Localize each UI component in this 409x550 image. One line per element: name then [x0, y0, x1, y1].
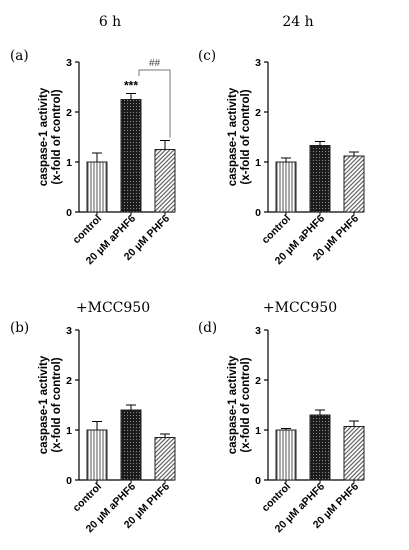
- column-heading-6h: 6 h: [99, 14, 121, 30]
- bar: [120, 99, 142, 213]
- bar: [275, 429, 297, 481]
- panel-label: (a): [10, 48, 29, 64]
- column-heading-24h: 24 h: [282, 14, 313, 30]
- y-axis-label: caspase-1 activity: [38, 355, 50, 454]
- panel-label: (b): [10, 320, 29, 336]
- row-heading-mcc950-right: +MCC950: [263, 300, 337, 316]
- y-tick-label: 1: [66, 157, 72, 169]
- panel-3: (d) caspase-1 activity (x-fold of control)…: [198, 320, 365, 535]
- panel-1: (c) caspase-1 activity (x-fold of control)…: [198, 48, 365, 267]
- y-tick-label: 2: [66, 375, 72, 387]
- y-tick-label: 3: [255, 325, 261, 337]
- bar: [343, 426, 365, 481]
- y-tick-label: 3: [66, 57, 72, 69]
- y-axis-label-units: (x-fold of control): [51, 357, 63, 452]
- bar: [309, 145, 331, 213]
- bar: [343, 155, 365, 213]
- x-tick-label: control: [259, 481, 293, 515]
- y-tick-label: 0: [66, 207, 72, 219]
- comparison-bracket: [138, 69, 171, 138]
- y-tick-label: 0: [255, 207, 261, 219]
- x-tick-label: control: [259, 213, 293, 247]
- bar: [86, 161, 108, 213]
- panel-label: (d): [198, 320, 217, 336]
- bar: [154, 149, 176, 213]
- row-heading-mcc950-left: +MCC950: [76, 300, 150, 316]
- bar: [86, 429, 108, 481]
- panel-label: (c): [198, 48, 216, 64]
- x-tick-label: control: [70, 481, 104, 515]
- y-axis-label: caspase-1 activity: [227, 87, 239, 186]
- y-tick-label: 3: [66, 325, 72, 337]
- significance-hash: ##: [149, 58, 161, 69]
- y-axis-label-units: (x-fold of control): [51, 89, 63, 184]
- bar: [154, 437, 176, 481]
- y-tick-label: 2: [255, 375, 261, 387]
- y-tick-label: 0: [255, 475, 261, 487]
- bar: [120, 409, 142, 481]
- y-tick-label: 1: [66, 425, 72, 437]
- y-tick-label: 2: [66, 107, 72, 119]
- y-axis-label: caspase-1 activity: [227, 355, 239, 454]
- y-axis-label: caspase-1 activity: [38, 87, 50, 186]
- panel-0: (a) caspase-1 activity (x-fold of control)…: [10, 48, 176, 267]
- y-tick-label: 1: [255, 425, 261, 437]
- bar: [309, 414, 331, 481]
- y-tick-label: 1: [255, 157, 261, 169]
- y-tick-label: 2: [255, 107, 261, 119]
- y-axis-label-units: (x-fold of control): [240, 89, 252, 184]
- y-tick-label: 3: [255, 57, 261, 69]
- y-axis-label-units: (x-fold of control): [240, 357, 252, 452]
- bar: [275, 161, 297, 213]
- significance-stars: ***: [124, 79, 138, 93]
- x-tick-label: control: [70, 213, 104, 247]
- y-tick-label: 0: [66, 475, 72, 487]
- panels: (a)caspase-1 activity (x-fold of control)…: [10, 48, 365, 535]
- panel-2: (b) caspase-1 activity (x-fold of control)…: [10, 320, 176, 535]
